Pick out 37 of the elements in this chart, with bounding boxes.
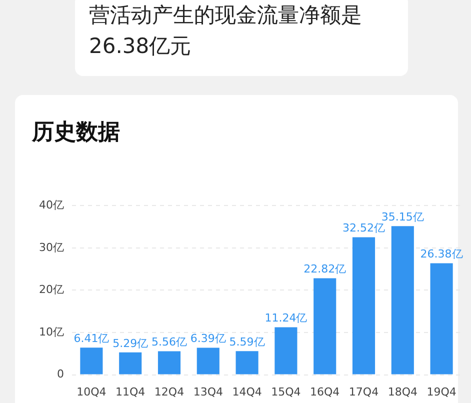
bar xyxy=(391,226,414,374)
y-tick-label: 0 xyxy=(56,368,64,381)
x-tick-label: 14Q4 xyxy=(232,385,262,398)
bar xyxy=(352,237,376,374)
bar xyxy=(80,348,103,374)
data-label: 5.56亿 xyxy=(152,336,187,349)
data-label: 5.29亿 xyxy=(112,336,148,350)
data-label: 5.59亿 xyxy=(229,336,265,349)
bar xyxy=(236,351,258,374)
text: 营活动产生的现金流量净额是26.38亿元 xyxy=(89,2,363,60)
x-tick-label: 19Q4 xyxy=(426,385,456,398)
x-tick-label: 17Q4 xyxy=(348,385,379,398)
y-tick-label: 30亿 xyxy=(38,240,64,254)
bar xyxy=(158,351,181,374)
x-tick-label: 13Q4 xyxy=(193,385,223,398)
bar xyxy=(430,263,453,374)
x-tick-label: 10Q4 xyxy=(76,385,106,398)
chart-title: 历史数据 xyxy=(32,119,120,147)
data-label: 6.39亿 xyxy=(190,332,226,346)
x-tick-label: 15Q4 xyxy=(271,385,301,398)
bar xyxy=(274,327,298,374)
bar xyxy=(196,348,220,374)
x-tick-label: 18Q4 xyxy=(388,385,418,398)
data-label: 32.52亿 xyxy=(342,222,385,235)
x-tick-label: 12Q4 xyxy=(154,385,184,398)
bar xyxy=(314,278,336,374)
y-tick-label: 40亿 xyxy=(38,198,64,212)
bar xyxy=(119,352,142,374)
x-tick-label: 11Q4 xyxy=(116,385,146,398)
y-tick-label: 20亿 xyxy=(38,283,64,296)
x-tick-label: 16Q4 xyxy=(310,385,340,398)
data-label: 6.41亿 xyxy=(74,332,110,346)
data-label: 22.82亿 xyxy=(304,262,346,276)
data-label: 26.38亿 xyxy=(420,248,463,261)
y-tick-label: 10亿 xyxy=(38,325,64,338)
data-label: 11.24亿 xyxy=(264,312,308,325)
data-label: 35.15亿 xyxy=(381,210,424,224)
